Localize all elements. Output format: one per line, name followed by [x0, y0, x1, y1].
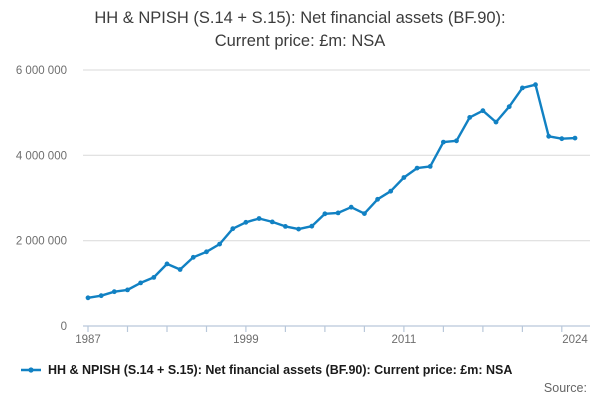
data-point — [362, 211, 367, 217]
data-point — [348, 204, 354, 210]
chart-title-line2: Current price: £m: NSA — [214, 31, 386, 50]
data-point — [388, 188, 394, 194]
data-point — [546, 133, 552, 139]
data-point — [283, 224, 288, 229]
data-point — [204, 249, 209, 255]
data-point — [138, 280, 144, 286]
data-point — [559, 136, 565, 142]
series-line — [86, 83, 577, 299]
legend-line-marker-icon — [21, 367, 41, 373]
data-point — [309, 223, 315, 229]
data-point — [322, 211, 328, 217]
y-axis-tick-label: 4 000 000 — [16, 150, 67, 162]
chart-title-line1: HH & NPISH (S.14 + S.15): Net financial … — [94, 9, 506, 27]
data-point — [85, 295, 91, 301]
y-axis-tick-label: 0 — [61, 321, 67, 333]
data-point — [269, 219, 275, 225]
x-axis-tick-label: 2024 — [562, 334, 588, 346]
data-point — [151, 275, 157, 280]
x-axis-tick-label: 2011 — [392, 334, 417, 346]
data-point — [190, 254, 196, 260]
data-point — [506, 104, 512, 110]
data-point — [414, 165, 420, 171]
chart-title: HH & NPISH (S.14 + S.15): Net financial … — [0, 7, 600, 53]
data-point — [164, 261, 170, 267]
y-axis-tick-label: 2 000 000 — [16, 236, 67, 248]
y-axis-tick-label: 6 000 000 — [16, 65, 67, 77]
data-point — [296, 226, 301, 232]
data-point — [401, 175, 407, 180]
data-point — [230, 226, 236, 232]
data-point — [177, 267, 183, 272]
legend-label: HH & NPISH (S.14 + S.15): Net financial … — [48, 363, 513, 377]
data-point — [533, 82, 538, 88]
data-point — [480, 108, 486, 114]
data-point — [375, 196, 380, 202]
legend: HH & NPISH (S.14 + S.15): Net financial … — [21, 363, 512, 377]
data-point — [243, 219, 249, 225]
data-point — [256, 216, 262, 221]
data-point — [441, 139, 446, 145]
x-axis-tick-label: 1987 — [75, 334, 101, 346]
data-point — [427, 164, 433, 169]
data-point — [217, 241, 223, 247]
data-point — [98, 293, 104, 299]
data-point — [493, 119, 499, 125]
data-point — [572, 135, 578, 141]
data-point — [467, 115, 473, 120]
x-axis-tick-label: 1999 — [233, 334, 259, 346]
line-chart: 0 2 000 000 4 000 000 6 000 000 1987 1999 2011… — [16, 65, 590, 346]
data-point — [335, 210, 341, 216]
data-point — [520, 85, 525, 91]
data-point — [111, 289, 117, 295]
source-note: Source: — [543, 381, 587, 395]
data-point — [125, 287, 130, 293]
data-point — [454, 138, 459, 144]
